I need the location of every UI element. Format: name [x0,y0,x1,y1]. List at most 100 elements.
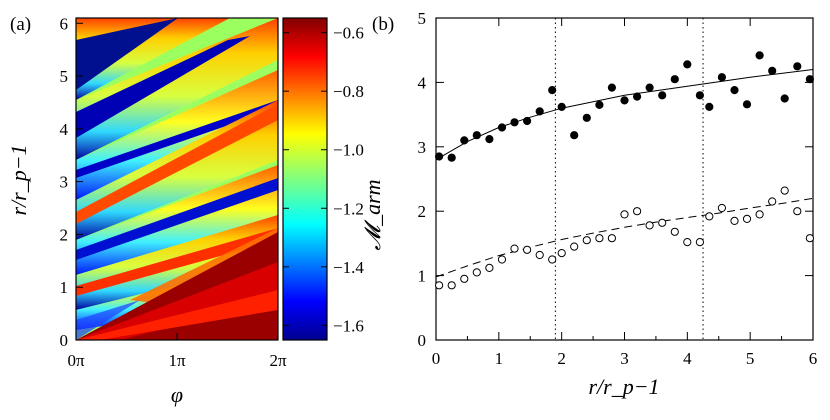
scatter-x-tick-label: 0 [432,349,441,368]
colorbar-tick-label: −1.0 [333,141,364,160]
open-data-point [742,214,752,223]
filled-data-point [768,66,777,75]
filled-data-point [620,96,629,105]
open-data-point [780,186,789,195]
heatmap-y-tick-label: 6 [60,14,69,33]
scatter-y-tick-label: 4 [418,73,427,92]
colorbar-ticks: −0.6 −0.8 −1.0 −1.2 −1.4 −1.6 [283,24,364,335]
solid-fit-line [435,69,814,161]
filled-data-point [645,83,654,92]
scatter-x-tick-label: 2 [557,349,566,368]
heatmap-y-tick-label: 0 [60,331,69,350]
heatmap-x-tick-label: 0π [67,351,85,370]
filled-data-point [683,60,692,69]
open-data-point [607,234,617,243]
panel-b-label: (b) [372,14,394,35]
open-data-point [793,207,802,216]
scatter-x-tick-label: 4 [683,349,692,368]
open-data-point [670,227,679,236]
filled-data-point [742,100,752,109]
heatmap-x-tick-label: 1π [168,351,186,370]
open-data-point [683,238,692,247]
scatter-plot-area [435,18,815,340]
filled-data-point [717,73,727,82]
filled-data-point [460,136,469,145]
filled-data-point [595,100,604,110]
heatmap-y-tick-label: 2 [60,225,69,244]
filled-data-point [472,131,481,140]
open-data-point [705,212,714,221]
open-data-point [460,274,469,283]
open-data-point [535,250,544,260]
open-data-point [768,197,777,206]
open-data-point [510,244,519,253]
colorbar-tick-label: −1.2 [333,199,364,218]
scatter-y-tick-label: 1 [418,267,427,286]
filled-data-point [805,75,815,84]
filled-data-point [548,86,557,95]
filled-data-point [780,94,789,103]
filled-data-point [485,135,494,144]
filled-data-point [557,102,566,112]
heatmap-x-label: φ [171,382,183,407]
open-data-point [570,242,579,251]
scatter-axes: 0 1 2 3 4 5 6 0 1 2 3 4 5 [418,9,818,368]
open-data-point [730,216,739,225]
heatmap-y-tick-label: 1 [60,278,69,297]
filled-data-point [607,83,617,92]
filled-data-point [670,75,679,84]
open-data-point [805,234,815,243]
open-data-point [485,263,494,272]
panel-a: 0π 1π 2π 0 1 2 3 4 5 6 −0.6 −0.8 −1.0 −1.2 −1.4 −1.6 [60,14,365,370]
heatmap-y-tick-label: 5 [60,67,69,86]
heatmap-y-label: r/r_p−1 [6,144,31,215]
filled-data-point [535,107,544,116]
open-data-point [633,207,642,216]
filled-data-point [633,92,642,101]
scatter-y-tick-label: 0 [418,331,427,350]
filled-data-point [570,131,579,140]
open-data-point [582,236,591,245]
dashed-fit-line [435,197,814,278]
open-data-point [695,238,705,247]
colorbar-tick-label: −0.8 [333,82,364,101]
filled-data-point [793,62,802,71]
filled-data-point [497,123,507,132]
heatmap-axes: 0π 1π 2π 0 1 2 3 4 5 6 [60,14,287,370]
colorbar-tick-label: −1.6 [333,316,364,335]
panel-a-label: (a) [10,14,31,35]
filled-data-point [658,91,667,100]
filled-data-point [582,113,591,122]
scatter-x-label: r/r_p−1 [588,374,659,399]
filled-data-point [705,102,714,112]
scatter-x-tick-label: 1 [495,349,504,368]
open-data-point [435,281,444,290]
open-data-point [523,245,532,254]
open-data-point [755,210,764,219]
open-data-point [717,203,727,213]
open-data-point [595,234,604,243]
filled-data-point [435,152,444,161]
open-data-point [658,218,667,227]
scatter-y-tick-label: 3 [418,138,427,157]
colorbar-tick-label: −0.6 [333,24,364,43]
filled-data-point [695,91,705,100]
heatmap-y-tick-label: 4 [60,120,69,139]
scatter-x-tick-label: 5 [746,349,755,368]
open-data-point [497,255,507,264]
colorbar-tick-label: −1.4 [333,258,364,277]
scatter-x-tick-label: 6 [809,349,818,368]
filled-data-point [523,116,532,126]
filled-data-point [510,118,519,127]
colorbar [282,17,328,341]
scatter-y-tick-label: 2 [418,202,427,221]
panel-b: 0 1 2 3 4 5 6 0 1 2 3 4 5 [418,9,818,368]
open-data-point [447,281,456,290]
scatter-y-label: 𝓜_arm [360,179,385,250]
heatmap-image [76,18,278,340]
open-data-point [472,268,481,277]
scatter-frame [435,17,814,341]
open-data-point [620,210,629,219]
